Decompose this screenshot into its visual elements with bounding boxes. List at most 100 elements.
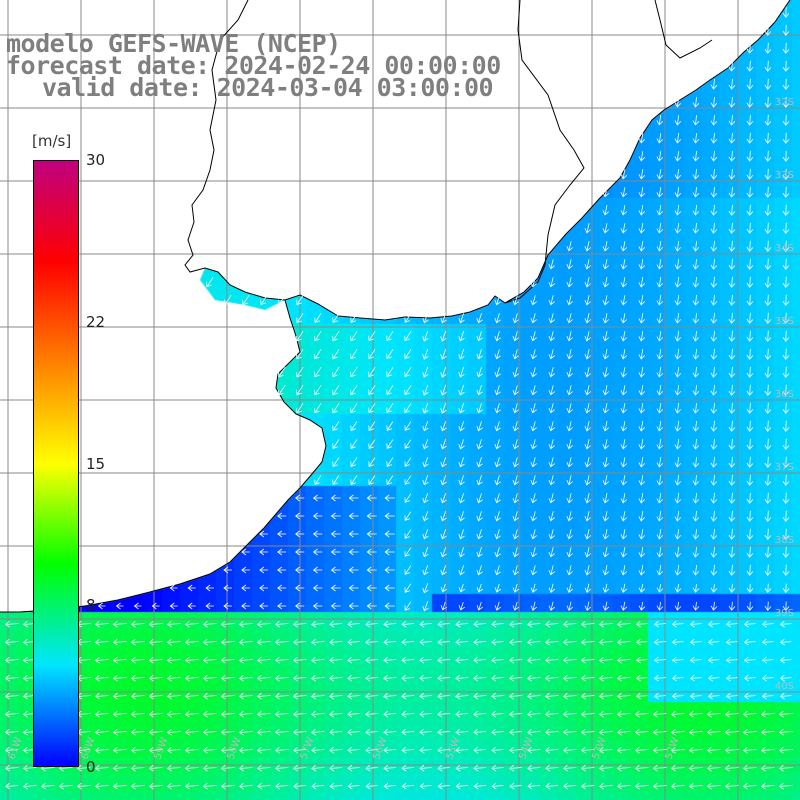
wind-arrow xyxy=(310,692,325,700)
wind-arrow xyxy=(710,312,718,324)
wind-arrow xyxy=(384,512,395,520)
wind-arrow xyxy=(458,583,466,593)
wind-arrow xyxy=(311,728,325,736)
wind-arrow xyxy=(566,385,573,396)
wind-arrow xyxy=(764,276,772,288)
wind-arrow xyxy=(760,746,775,754)
wind-arrow xyxy=(656,277,664,288)
wind-arrow xyxy=(746,546,754,558)
wind-arrow xyxy=(562,674,577,682)
wind-arrow xyxy=(548,511,555,522)
wind-arrow xyxy=(4,656,19,664)
wind-arrow xyxy=(674,583,682,593)
wind-arrow xyxy=(634,746,649,754)
wind-arrow xyxy=(674,402,682,414)
wind-arrow xyxy=(476,367,483,378)
wind-arrow xyxy=(202,746,217,754)
wind-arrow xyxy=(566,349,573,360)
wind-arrow xyxy=(130,692,145,700)
wind-arrow xyxy=(692,564,700,576)
wind-arrow xyxy=(404,565,412,575)
wind-arrow xyxy=(764,456,772,468)
wind-arrow xyxy=(566,259,573,270)
wind-arrow xyxy=(494,295,501,306)
wind-arrow xyxy=(530,457,537,468)
wind-arrow xyxy=(710,294,718,306)
wind-arrow xyxy=(728,186,736,198)
wind-arrow xyxy=(707,638,720,646)
valid-date: valid date: 2024-03-04 03:00:00 xyxy=(42,73,494,102)
wind-arrow xyxy=(312,548,323,556)
longitude-label: 52W xyxy=(663,736,681,761)
wind-arrow xyxy=(314,330,322,342)
wind-arrow xyxy=(332,475,340,486)
wind-arrow xyxy=(746,42,754,54)
wind-arrow xyxy=(692,169,700,180)
wind-arrow xyxy=(332,330,340,342)
wind-arrow xyxy=(764,78,772,90)
wind-arrow xyxy=(384,584,395,592)
wind-arrow xyxy=(782,204,790,216)
wind-arrow xyxy=(635,620,648,628)
wind-arrow xyxy=(779,692,792,700)
wind-arrow xyxy=(692,546,700,558)
wind-arrow xyxy=(332,421,340,432)
wind-arrow xyxy=(638,349,646,360)
wind-arrow xyxy=(566,511,573,522)
wind-arrow xyxy=(332,313,340,324)
wind-arrow xyxy=(292,656,307,664)
wind-arrow xyxy=(368,403,376,414)
wind-arrow xyxy=(332,384,340,396)
wind-arrow xyxy=(728,168,736,180)
wind-arrow xyxy=(602,493,610,504)
wind-arrow xyxy=(4,674,19,682)
wind-arrow xyxy=(256,746,271,754)
wind-arrow xyxy=(562,746,577,754)
wind-arrow xyxy=(202,710,217,718)
wind-arrow xyxy=(566,457,573,468)
wind-arrow xyxy=(674,240,682,252)
wind-arrow xyxy=(401,692,415,700)
wind-arrow xyxy=(455,692,469,700)
wind-arrow xyxy=(350,475,358,486)
wind-arrow xyxy=(491,764,505,772)
wind-arrow xyxy=(562,692,577,700)
wind-arrow xyxy=(761,674,774,682)
wind-arrow xyxy=(401,764,414,772)
wind-arrow xyxy=(602,421,610,432)
wind-arrow xyxy=(602,223,610,234)
wind-arrow xyxy=(584,313,591,324)
wind-arrow xyxy=(764,384,772,396)
forecast-date: forecast date: 2024-02-24 00:00:00 xyxy=(6,51,501,80)
wind-arrow xyxy=(782,384,790,396)
wind-arrow xyxy=(746,222,754,234)
wind-arrow xyxy=(166,764,181,772)
wind-arrow xyxy=(638,133,646,144)
wind-arrow xyxy=(440,402,447,414)
wind-arrow xyxy=(241,566,251,574)
wind-arrow xyxy=(530,421,537,432)
wind-arrow xyxy=(347,746,361,754)
wind-arrow xyxy=(688,746,703,754)
wind-arrow xyxy=(674,276,682,288)
latitude-label: 36S xyxy=(775,389,794,400)
wind-arrow xyxy=(710,438,718,450)
wind-arrow xyxy=(311,656,325,664)
wind-arrow xyxy=(544,638,559,646)
wind-arrow xyxy=(184,656,199,664)
wind-arrow xyxy=(440,348,447,360)
wind-arrow xyxy=(296,366,304,378)
wind-arrow xyxy=(422,493,429,504)
wind-arrow xyxy=(130,782,145,790)
wind-arrow xyxy=(274,638,289,646)
wind-arrow xyxy=(275,764,289,772)
wind-arrow xyxy=(620,403,628,414)
wind-arrow xyxy=(329,692,343,700)
wind-arrow xyxy=(512,313,519,324)
wind-arrow xyxy=(366,566,377,574)
wind-arrow xyxy=(563,782,577,790)
wind-arrow xyxy=(782,168,790,180)
wind-arrow xyxy=(779,656,792,664)
wind-arrow xyxy=(187,584,196,592)
wind-arrow xyxy=(274,746,289,754)
